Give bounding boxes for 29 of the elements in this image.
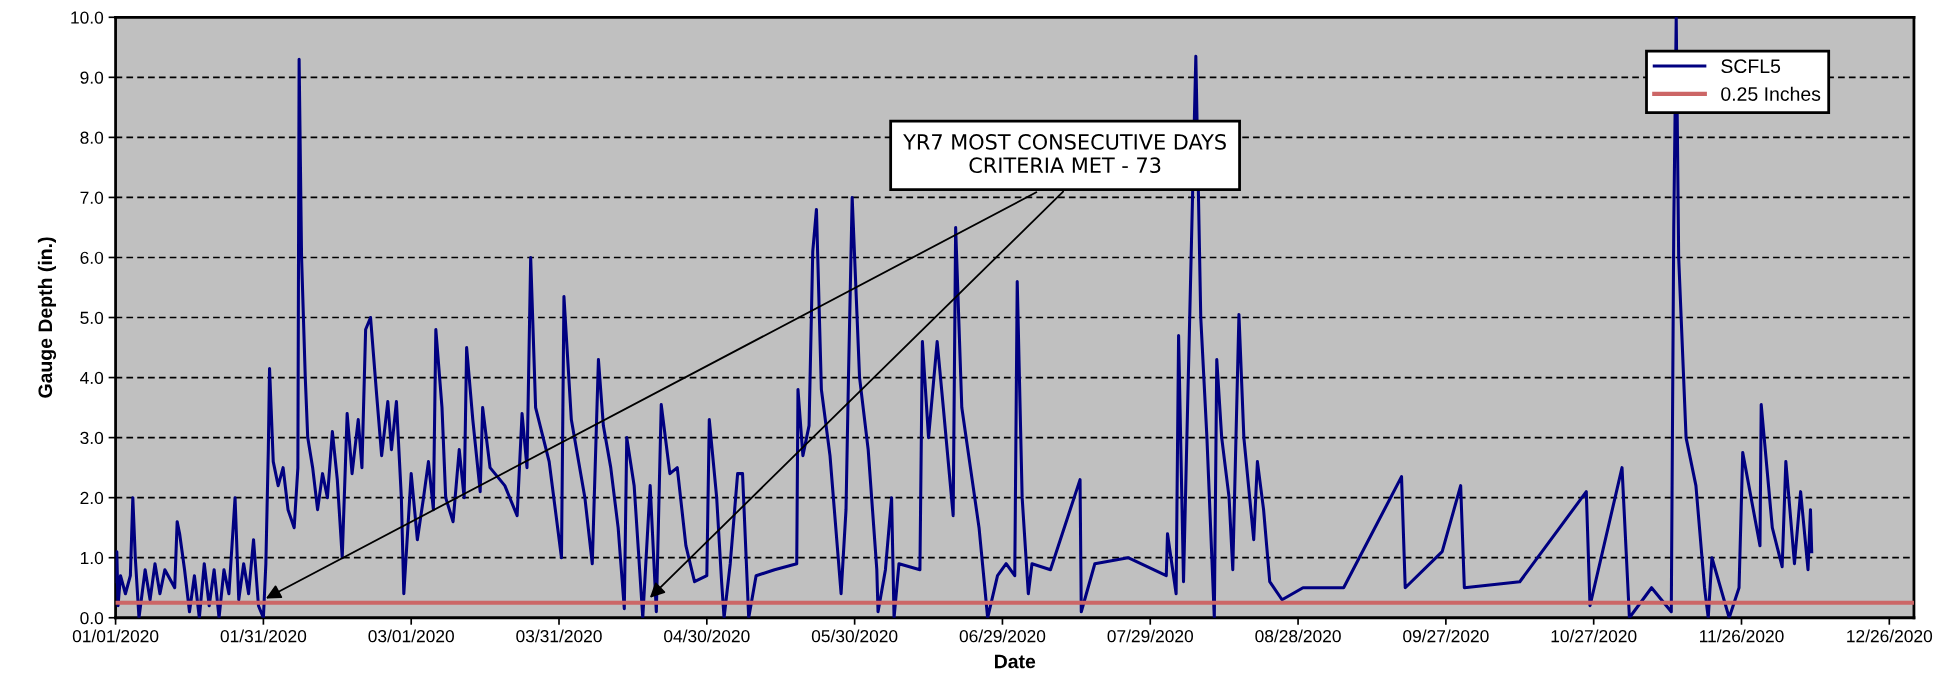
x-tick-label: 04/30/2020 [664, 629, 750, 643]
legend-label: 0.25 Inches [1721, 86, 1821, 101]
y-tick-label: 2.0 [80, 491, 104, 505]
x-tick-label: 10/27/2020 [1551, 629, 1637, 643]
legend-label: SCFL5 [1721, 59, 1781, 74]
y-tick-label: 3.0 [80, 431, 104, 445]
x-tick-label: 07/29/2020 [1107, 629, 1194, 643]
x-tick-label: 05/30/2020 [811, 629, 898, 643]
x-tick-label: 08/28/2020 [1255, 629, 1341, 643]
y-tick-label: 10.0 [71, 11, 104, 24]
y-tick-label: 6.0 [80, 251, 104, 264]
y-axis-title: Gauge Depth (in.) [37, 237, 57, 398]
annotation: YR7 MOST CONSECUTIVE DAYS CRITERIA MET - 73 [903, 134, 1226, 174]
x-tick-label: 09/27/2020 [1403, 629, 1489, 643]
y-tick-label: 4.0 [80, 371, 104, 385]
x-tick-label: 12/26/2020 [1847, 629, 1933, 643]
y-tick-label: 9.0 [80, 71, 104, 84]
y-tick-label: 1.0 [80, 551, 104, 565]
y-tick-label: 0.0 [80, 611, 104, 625]
x-tick-label: 03/31/2020 [516, 629, 602, 643]
x-tick-label: 01/31/2020 [220, 629, 307, 643]
x-axis-title: Date [994, 654, 1036, 669]
x-tick-label: 03/01/2020 [368, 629, 454, 643]
x-tick-label: 06/29/2020 [959, 629, 1046, 643]
y-tick-label: 7.0 [80, 191, 104, 204]
x-tick-label: 11/26/2020 [1700, 629, 1784, 643]
x-tick-label: 01/01/2020 [72, 629, 159, 643]
y-tick-label: 5.0 [80, 311, 104, 324]
y-tick-label: 8.0 [80, 131, 104, 144]
